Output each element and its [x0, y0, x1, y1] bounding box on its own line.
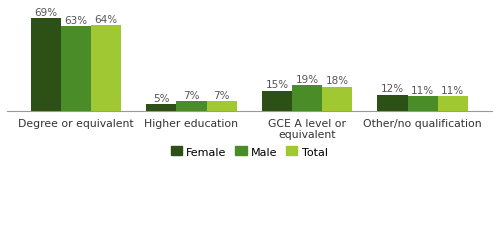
Bar [292, 86, 322, 111]
Text: 15%: 15% [266, 80, 288, 90]
Bar [262, 91, 292, 111]
Bar [31, 19, 61, 111]
Text: 11%: 11% [441, 85, 464, 95]
Bar [206, 102, 236, 111]
Text: 5%: 5% [153, 93, 170, 104]
Text: 63%: 63% [64, 16, 88, 26]
Text: 7%: 7% [183, 91, 200, 101]
Legend: Female, Male, Total: Female, Male, Total [166, 142, 332, 161]
Text: 7%: 7% [214, 91, 230, 101]
Bar [176, 102, 206, 111]
Text: 69%: 69% [34, 8, 58, 18]
Bar [438, 96, 468, 111]
Text: 19%: 19% [296, 75, 318, 85]
Text: 11%: 11% [411, 85, 434, 95]
Bar [408, 96, 438, 111]
Text: 12%: 12% [381, 84, 404, 94]
Bar [146, 104, 176, 111]
Bar [378, 95, 408, 111]
Text: 18%: 18% [326, 76, 348, 86]
Bar [322, 87, 352, 111]
Bar [61, 27, 91, 111]
Text: 64%: 64% [94, 14, 118, 25]
Bar [91, 26, 121, 111]
